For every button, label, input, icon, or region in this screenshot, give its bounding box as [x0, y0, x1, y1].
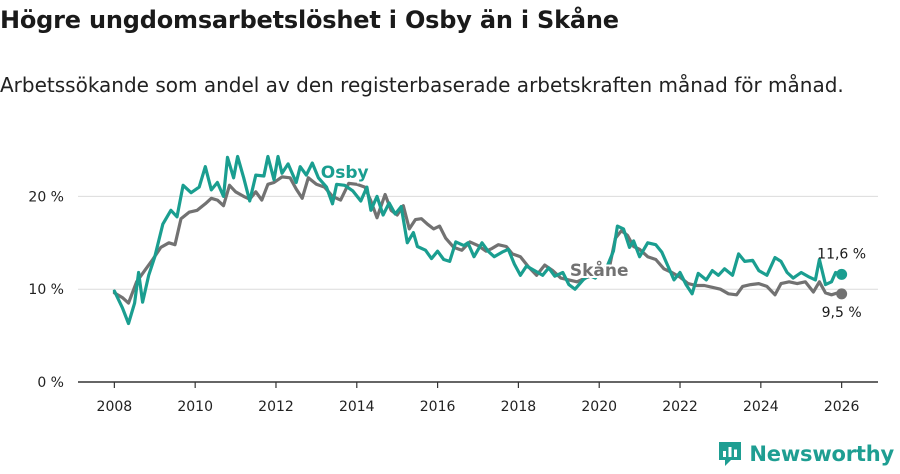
x-tick-label-2018: 2018: [501, 399, 537, 415]
series-line-osby: [112, 154, 844, 326]
series-lines: [112, 154, 848, 326]
brand[interactable]: Newsworthy: [717, 440, 894, 468]
x-tick-label-2022: 2022: [662, 399, 698, 415]
y-tick-label-0: 0 %: [37, 375, 64, 391]
end-label-skane: 9,5 %: [822, 305, 862, 321]
end-point-osby: [836, 268, 848, 280]
gridlines: [78, 195, 878, 290]
x-tick-label-2026: 2026: [824, 399, 860, 415]
x-tick-label-2024: 2024: [743, 399, 779, 415]
end-point-skane: [836, 288, 848, 300]
brand-name: Newsworthy: [749, 442, 894, 466]
y-tick-label-10: 10 %: [28, 282, 64, 298]
x-tick-label-2020: 2020: [581, 399, 617, 415]
end-label-osby: 11,6 %: [817, 246, 866, 262]
x-tick-label-2016: 2016: [420, 399, 456, 415]
x-tick-label-2014: 2014: [339, 399, 375, 415]
x-axis: 2008 2010 2012 2014 2016 2018 2020 2022 2024 2026: [78, 381, 878, 415]
x-tick-label-2008: 2008: [97, 399, 133, 415]
series-labels: Osby Skåne 11,6 % 9,5 %: [319, 161, 866, 321]
newsworthy-logo-icon: [719, 442, 742, 466]
series-label-skane: Skåne: [570, 259, 629, 281]
y-axis: 0 % 10 % 20 %: [28, 189, 64, 391]
series-label-osby: Osby: [321, 163, 369, 183]
y-tick-label-20: 20 %: [28, 189, 64, 205]
chart-title: Högre ungdomsarbetslöshet i Osby än i Sk…: [0, 6, 619, 34]
x-tick-label-2010: 2010: [177, 399, 213, 415]
chart-subtitle: Arbetssökande som andel av den registerb…: [0, 73, 844, 97]
x-tick-label-2012: 2012: [258, 399, 294, 415]
